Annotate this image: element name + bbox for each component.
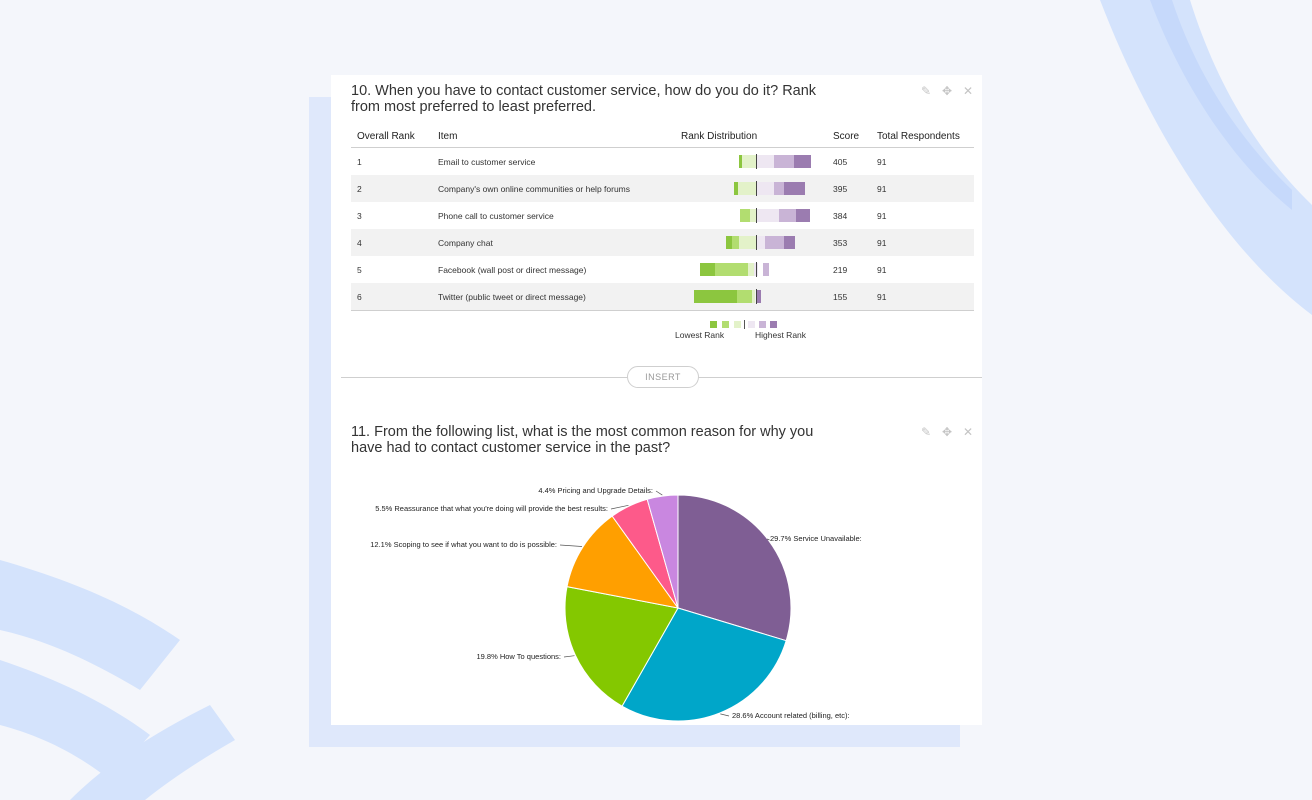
score-cell: 405 [833,156,848,167]
rank-distribution-bar [675,154,827,169]
move-icon[interactable]: ✥ [941,425,953,439]
rank-distribution-bar [675,235,827,250]
pie-leader-line [766,538,770,541]
legend-swatch [748,321,755,328]
pencil-icon[interactable]: ✎ [920,84,932,98]
q10-actions: ✎ ✥ ✕ [920,84,974,98]
pie-slice [564,586,679,707]
rank-cell: 4 [351,229,432,256]
rank-distribution-cell [675,148,827,176]
pie-slice [677,494,792,642]
legend-midline [744,320,745,329]
rank-distribution-bar [675,289,827,304]
close-icon[interactable]: ✕ [962,425,974,439]
insert-button[interactable]: INSERT [627,366,699,388]
table-row: 2 Company's own online communities or he… [351,175,974,202]
legend-swatch [734,321,741,328]
table-row: 5 Facebook (wall post or direct message)… [351,256,974,283]
item-cell: Twitter (public tweet or direct message) [432,283,675,311]
rank-legend: Lowest Rank Highest Rank [674,320,809,349]
rank-cell: 2 [351,175,432,202]
pie-data-label: 28.6% Account related (billing, etc): [732,711,850,720]
close-icon[interactable]: ✕ [962,84,974,98]
rank-distribution-cell [675,202,827,229]
score-cell: 353 [827,229,871,256]
pie-slice [646,494,679,609]
score-cell: 395 [827,175,871,202]
col-item: Item [432,125,675,148]
legend-lowest-rank: Lowest Rank [675,330,725,340]
pencil-icon[interactable]: ✎ [920,425,932,439]
q11-actions: ✎ ✥ ✕ [920,425,974,439]
pie-slice [566,515,680,609]
legend-swatch [710,321,717,328]
rank-cell: 1 [357,156,362,167]
legend-swatch [722,321,729,328]
legend-swatch [770,321,777,328]
item-cell: Facebook (wall post or direct message) [438,264,587,275]
pie-leader-line [720,713,730,717]
q11-title: 11. From the following list, what is the… [351,424,814,456]
col-score: Score [827,125,871,148]
respondents-cell: 91 [871,283,974,311]
respondents-cell: 91 [877,156,887,167]
pie-data-label: 19.8% How To questions: [477,652,562,661]
rank-distribution-cell [675,283,827,311]
score-cell: 219 [833,264,848,275]
pie-leader-line [563,655,575,658]
rank-cell: 5 [357,264,362,275]
rank-distribution-cell [675,229,827,256]
rank-distribution-bar [675,262,827,277]
score-cell: 384 [833,210,848,221]
item-cell: Phone call to customer service [438,210,554,221]
rank-table: Overall Rank Item Rank Distribution Scor… [351,125,974,311]
rank-distribution-bar [675,208,827,223]
pie-slice [621,607,787,722]
rank-distribution-cell [675,256,827,283]
col-total-respondents: Total Respondents [871,125,974,148]
table-row: 4 Company chat 353 91 [351,229,974,256]
rank-cell: 6 [351,283,432,311]
respondents-cell: 91 [871,175,974,202]
respondents-cell: 91 [871,229,974,256]
pie-data-label: 29.7% Service Unavailable: [770,534,862,543]
table-row: 1 Email to customer service 405 91 [351,148,974,176]
pie-leader-line [559,544,583,547]
rank-distribution-cell [675,175,827,202]
legend-swatch [759,321,766,328]
score-cell: 155 [827,283,871,311]
col-rank-distribution: Rank Distribution [675,125,827,148]
move-icon[interactable]: ✥ [941,84,953,98]
legend-highest-rank: Highest Rank [755,330,807,340]
pie-chart: 29.7% Service Unavailable: 28.6% Account … [370,486,862,722]
item-cell: Company's own online communities or help… [432,175,675,202]
table-header-row: Overall Rank Item Rank Distribution Scor… [351,125,974,148]
table-row: 3 Phone call to customer service 384 91 [351,202,974,229]
q10-title: 10. When you have to contact customer se… [351,83,817,115]
respondents-cell: 91 [877,210,887,221]
pie-data-label: 12.1% Scoping to see if what you want to… [370,540,557,549]
item-cell: Company chat [432,229,675,256]
col-overall-rank: Overall Rank [351,125,432,148]
pie-leader-line [610,504,629,510]
rank-cell: 3 [357,210,362,221]
pie-leader-line [655,490,663,496]
table-row: 6 Twitter (public tweet or direct messag… [351,283,974,311]
survey-results-card: 10. When you have to contact customer se… [331,75,982,725]
item-cell: Email to customer service [438,156,536,167]
pie-data-label: 5.5% Reassurance that what you're doing … [375,504,608,513]
rank-distribution-bar [675,181,827,196]
pie-data-label: 4.4% Pricing and Upgrade Details: [538,486,653,495]
respondents-cell: 91 [877,264,887,275]
